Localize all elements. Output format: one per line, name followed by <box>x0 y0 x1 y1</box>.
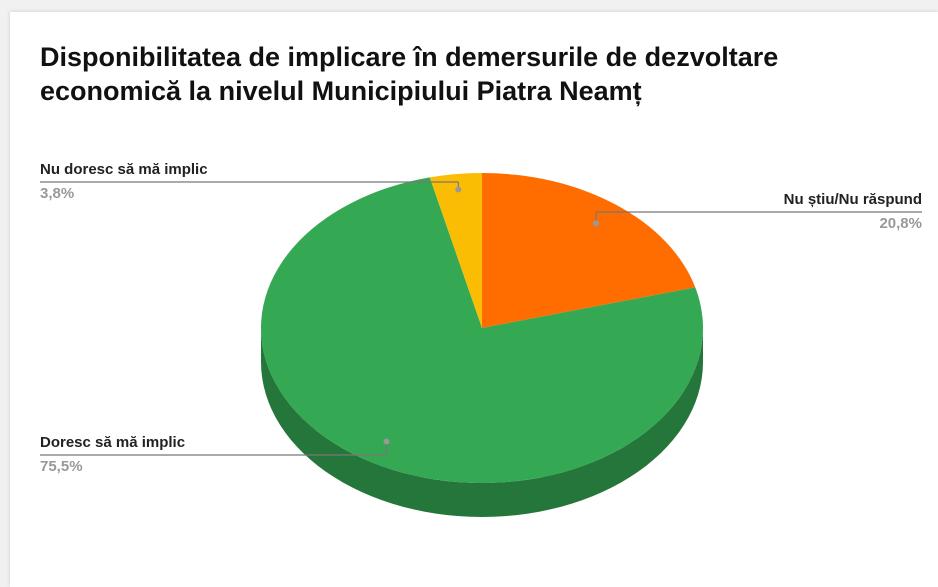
leader-dot <box>383 438 390 445</box>
chart-title: Disponibilitatea de implicare în demersu… <box>40 42 779 106</box>
slice-value: 3,8% <box>40 185 74 202</box>
slice-label: Nu știu/Nu răspund <box>784 191 922 208</box>
slice-value: 75,5% <box>40 458 83 475</box>
pie-slice <box>482 173 696 328</box>
pie-side <box>261 328 703 517</box>
pie-slice <box>261 177 703 483</box>
slice-label: Nu doresc să mă implic <box>40 161 208 178</box>
leader-dot <box>455 186 462 193</box>
pie-slice <box>429 173 482 328</box>
leader-dot <box>593 220 600 227</box>
slice-label: Doresc să mă implic <box>40 434 185 451</box>
slice-value: 20,8% <box>879 215 922 232</box>
